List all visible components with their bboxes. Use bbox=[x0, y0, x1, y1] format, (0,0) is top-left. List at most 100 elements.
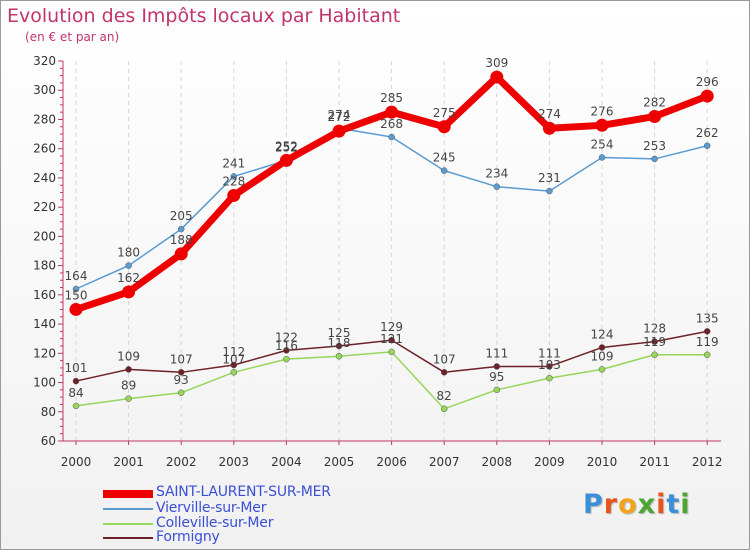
data-point bbox=[598, 366, 606, 373]
data-point bbox=[440, 405, 448, 413]
data-point bbox=[72, 377, 80, 385]
logo-letter: x bbox=[637, 489, 657, 520]
data-point bbox=[598, 344, 606, 351]
data-point bbox=[703, 351, 711, 359]
x-tick-label: 2001 bbox=[113, 455, 144, 469]
data-label: 101 bbox=[65, 361, 88, 375]
data-point bbox=[335, 352, 343, 360]
data-label: 285 bbox=[380, 91, 403, 105]
data-point bbox=[230, 369, 238, 376]
data-point bbox=[598, 154, 606, 161]
logo-letter: o bbox=[618, 489, 638, 520]
legend-swatch-saint-laurent bbox=[103, 490, 153, 498]
data-label: 254 bbox=[591, 137, 614, 151]
data-label: 253 bbox=[643, 139, 666, 153]
data-point bbox=[230, 361, 238, 369]
data-point bbox=[227, 188, 241, 202]
y-tick-label: 180 bbox=[33, 259, 56, 273]
y-tick-label: 280 bbox=[33, 112, 56, 126]
x-tick-label: 2004 bbox=[271, 455, 302, 469]
data-label: 125 bbox=[328, 326, 351, 340]
data-point bbox=[493, 363, 501, 370]
data-label: 107 bbox=[170, 352, 193, 366]
series-colleville-sur-mer bbox=[72, 348, 711, 413]
data-point bbox=[703, 328, 711, 335]
data-label: 274 bbox=[328, 108, 351, 122]
data-point bbox=[125, 262, 132, 269]
data-label: 282 bbox=[643, 96, 666, 110]
data-label: 234 bbox=[485, 167, 508, 181]
data-label: 276 bbox=[591, 104, 614, 118]
legend-label-saint-laurent: SAINT-LAURENT-SUR-MER bbox=[156, 484, 331, 500]
data-point bbox=[595, 118, 609, 132]
data-point bbox=[546, 363, 553, 370]
data-point bbox=[388, 348, 395, 356]
data-point bbox=[283, 355, 290, 363]
data-label: 129 bbox=[380, 320, 403, 334]
data-label: 128 bbox=[643, 322, 666, 336]
data-point bbox=[490, 70, 504, 84]
data-label: 309 bbox=[485, 56, 508, 70]
data-label: 150 bbox=[65, 288, 88, 302]
y-tick-label: 120 bbox=[33, 346, 56, 360]
x-tick-label: 2007 bbox=[429, 455, 460, 469]
y-tick-label: 80 bbox=[41, 405, 56, 419]
logo-letter: i bbox=[680, 489, 691, 520]
data-point bbox=[72, 285, 80, 293]
x-tick-label: 2005 bbox=[324, 455, 355, 469]
data-label: 162 bbox=[117, 271, 140, 285]
data-label: 124 bbox=[591, 327, 614, 341]
data-label: 95 bbox=[489, 370, 504, 384]
data-point bbox=[648, 110, 662, 124]
data-label: 119 bbox=[696, 335, 719, 349]
data-point bbox=[700, 89, 714, 103]
x-tick-label: 2008 bbox=[482, 455, 513, 469]
data-label: 93 bbox=[174, 373, 189, 387]
data-label: 109 bbox=[117, 349, 140, 363]
data-point bbox=[651, 338, 658, 345]
logo-letter: t bbox=[666, 489, 681, 520]
legend-swatch-formigny bbox=[103, 537, 153, 539]
data-label: 245 bbox=[433, 151, 456, 165]
data-point bbox=[440, 369, 448, 376]
data-label: 121 bbox=[380, 332, 403, 346]
data-label: 119 bbox=[643, 335, 666, 349]
x-tick-label: 2002 bbox=[166, 455, 197, 469]
y-tick-label: 320 bbox=[33, 54, 56, 68]
y-tick-label: 200 bbox=[33, 229, 56, 243]
data-label: 82 bbox=[437, 389, 452, 403]
data-point bbox=[440, 167, 448, 174]
logo-letter: r bbox=[603, 489, 619, 520]
y-tick-label: 60 bbox=[41, 434, 56, 448]
x-tick-label: 2006 bbox=[376, 455, 407, 469]
data-point bbox=[703, 142, 711, 150]
y-tick-label: 300 bbox=[33, 83, 56, 97]
data-label: 268 bbox=[380, 117, 403, 131]
series-saint-laurent-sur-mer bbox=[69, 70, 714, 316]
data-point bbox=[69, 302, 83, 316]
y-tick-label: 160 bbox=[33, 288, 56, 302]
y-tick-label: 260 bbox=[33, 142, 56, 156]
data-label: 296 bbox=[696, 75, 719, 89]
y-tick-label: 140 bbox=[33, 317, 56, 331]
data-point bbox=[546, 374, 553, 382]
data-point bbox=[546, 187, 553, 195]
data-point bbox=[542, 121, 556, 135]
data-label: 252 bbox=[275, 140, 298, 154]
data-point bbox=[332, 124, 346, 138]
chart-subtitle: (en € et par an) bbox=[25, 30, 120, 44]
data-label: 135 bbox=[696, 311, 719, 325]
data-label: 180 bbox=[117, 246, 140, 260]
data-label: 188 bbox=[170, 233, 193, 247]
series-formigny bbox=[72, 328, 711, 385]
data-label: 241 bbox=[222, 156, 245, 170]
data-point bbox=[385, 105, 399, 119]
data-label: 111 bbox=[485, 346, 508, 360]
data-label: 272 bbox=[328, 110, 351, 124]
data-label: 231 bbox=[538, 171, 561, 185]
data-label: 107 bbox=[222, 352, 245, 366]
y-tick-label: 100 bbox=[33, 376, 56, 390]
data-label: 262 bbox=[696, 126, 719, 140]
legend-label-colleville: Colleville-sur-Mer bbox=[156, 515, 274, 531]
